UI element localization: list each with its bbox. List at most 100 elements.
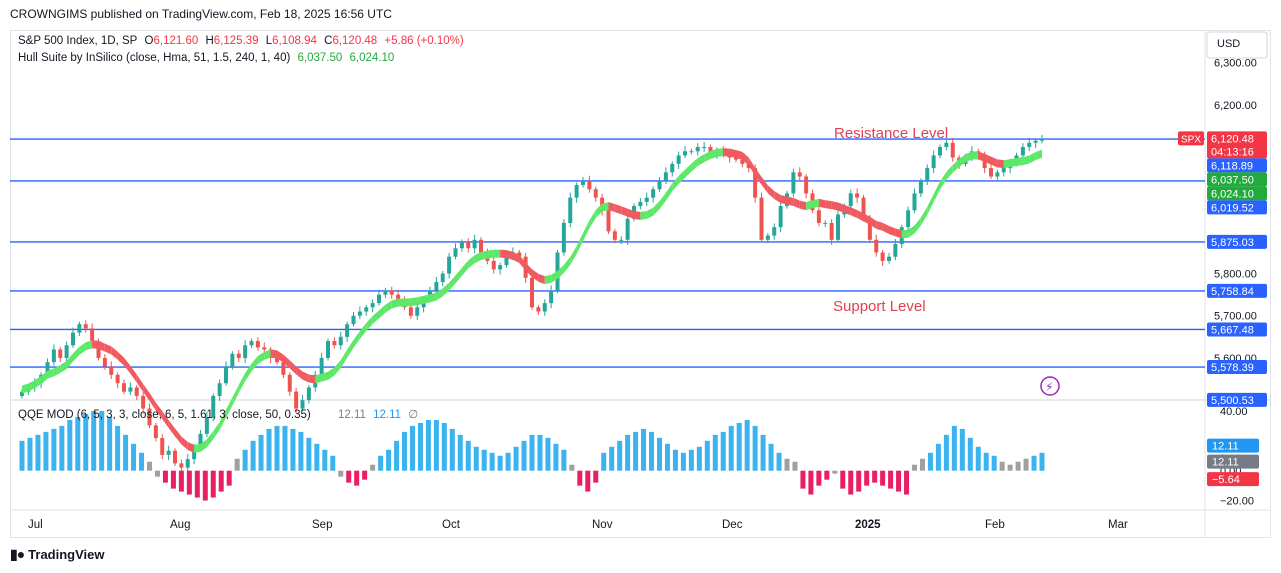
price-badge-9 [1207, 392, 1267, 407]
qqe-bar [672, 449, 678, 471]
hull-segment [755, 167, 762, 185]
hull-segment [869, 216, 877, 229]
price-tick: 5,800.00 [1214, 269, 1257, 281]
candle-body [778, 206, 783, 228]
hull-segment [487, 249, 494, 259]
candle-body [893, 244, 898, 257]
hull-segment [149, 392, 156, 411]
candle-body [83, 324, 88, 329]
candle-body [874, 239, 879, 253]
hull-segment [423, 294, 430, 304]
candle-body [134, 387, 139, 396]
candle-body [109, 366, 114, 375]
hull-segment [614, 203, 622, 215]
candle-body [912, 193, 917, 211]
price-badge-text: 6,024.10 [1211, 188, 1254, 200]
price-badge-6 [1207, 283, 1267, 298]
candle-body [683, 151, 687, 156]
hull-segment [519, 255, 526, 271]
candle-body [198, 433, 203, 447]
candle-body [185, 459, 190, 468]
hull-segment [761, 176, 768, 194]
qqe-bar [529, 434, 535, 471]
hull-segment [66, 353, 73, 369]
qqe-badge-2 [1207, 472, 1259, 487]
hull-segment [927, 194, 934, 215]
hull-segment [608, 202, 615, 212]
hull-segment [417, 295, 424, 306]
hull-segment [525, 262, 532, 278]
hull-segment [181, 436, 188, 451]
time-label-2025: 2025 [855, 519, 881, 531]
qqe-bar [983, 452, 989, 471]
hull-segment [136, 374, 144, 392]
qqe-bar [386, 449, 392, 471]
legend-close-label: C [324, 35, 333, 47]
qqe-badge-text: 12.11 [1212, 457, 1239, 469]
hull-segment [328, 367, 335, 380]
hull-segment [767, 185, 775, 200]
qqe-bar [904, 470, 910, 495]
hull-segment [512, 251, 520, 264]
candle-body [459, 241, 464, 249]
candle-body [281, 362, 286, 375]
hull-segment [551, 270, 558, 283]
chart-canvas[interactable]: Resistance Level Support Level ⚡ USD 6,300.0… [10, 30, 1271, 538]
candle-body [887, 256, 891, 261]
candle-body [389, 290, 394, 295]
hull-segment [914, 217, 921, 234]
candle-body [230, 353, 235, 367]
qqe-bar [322, 449, 328, 471]
candle-body [71, 332, 75, 346]
price-badge-3 [1207, 186, 1267, 201]
hull-segment [53, 365, 61, 377]
candle-body [217, 383, 222, 396]
hull-segment [920, 206, 928, 226]
hull-segment [60, 360, 67, 373]
candle-body [836, 214, 840, 240]
candle-body [166, 450, 171, 455]
hull-segment [308, 374, 316, 384]
qqe-bar [864, 470, 870, 486]
candle-body [855, 193, 860, 198]
candle-body [657, 180, 662, 190]
hull-segment [685, 163, 692, 178]
candle-body [861, 197, 866, 219]
candle-body [294, 391, 299, 409]
hull-segment [748, 157, 756, 176]
hull-segment [92, 340, 99, 349]
hull-segment [1022, 155, 1030, 166]
hull-segment [187, 442, 195, 453]
qqe-bar [784, 458, 790, 471]
legend-high: 6,125.39 [213, 35, 259, 47]
hull-segment [704, 150, 711, 163]
qqe-bar [704, 440, 710, 471]
candle-body [561, 222, 566, 253]
candle-body [663, 172, 668, 181]
candle-body [829, 222, 834, 240]
candle-body [772, 227, 777, 236]
hull-segment [697, 154, 705, 167]
hull-segment [347, 339, 354, 358]
qqe-bar [569, 464, 575, 471]
candle-body [759, 197, 764, 240]
qqe-bar [872, 470, 878, 483]
hull-segment [481, 250, 488, 260]
candle-body [944, 142, 949, 148]
hull-segment [124, 357, 131, 374]
candle-body [332, 341, 337, 346]
candle-body [345, 324, 350, 337]
price-badge-subtext: 04:13:16 [1211, 146, 1254, 158]
candle-body [504, 256, 509, 266]
candle-body [160, 438, 165, 455]
tradingview-logo[interactable]: ▮● TradingView [10, 546, 105, 563]
qqe-bar [585, 470, 591, 492]
hull-segment [901, 229, 909, 239]
candle-body [612, 231, 617, 240]
price-tick: 6,200.00 [1214, 100, 1257, 112]
price-badge-text: 5,667.48 [1211, 324, 1254, 336]
qqe-bar [800, 470, 806, 489]
candle-body [938, 147, 942, 156]
qqe-bar [577, 470, 583, 486]
legend-high-label: H [205, 35, 214, 47]
